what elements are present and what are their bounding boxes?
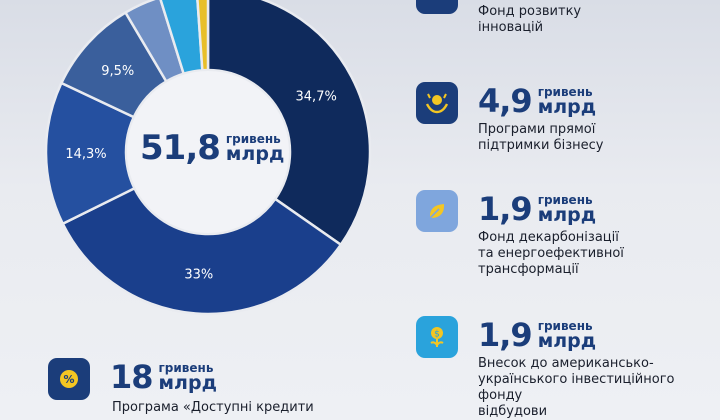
- item-label-affordable-loans: Програма «Доступні кредити: [112, 400, 314, 415]
- slice-label: 34,7%: [296, 90, 337, 105]
- item-amount: 4,9: [478, 82, 533, 120]
- total-unit-big: млрд: [225, 142, 285, 165]
- percent-icon: %: [48, 358, 90, 400]
- total-unit-small: гривень: [225, 131, 281, 146]
- item-label-investment-fund: Внесок до американсько- українського інв…: [478, 356, 675, 419]
- item-unit-big: млрд: [537, 95, 597, 118]
- item-unit-small: гривень: [158, 360, 214, 375]
- leaf-icon: [416, 190, 458, 232]
- slice-label: 9,5%: [101, 64, 134, 79]
- donut-hole: [127, 71, 289, 233]
- donut-slice: [196, 0, 210, 72]
- donut-slice: [206, 0, 372, 247]
- item-unit-big: млрд: [158, 371, 217, 394]
- item-unit-small: гривень: [537, 318, 593, 333]
- item-unit-small: гривень: [537, 84, 593, 99]
- svg-text:$: $: [434, 330, 440, 340]
- hands-coin-icon: [416, 82, 458, 124]
- item-amount: 1,9: [478, 316, 533, 354]
- slice-label: 33%: [184, 268, 213, 283]
- donut-slice: [61, 186, 343, 316]
- total-amount: 51,8 гривень млрд: [140, 128, 284, 168]
- item-amount: 18: [110, 358, 154, 396]
- total-value: 51,8: [140, 128, 221, 168]
- svg-text:%: %: [63, 373, 74, 386]
- slice-label: 14,3%: [65, 147, 106, 162]
- item-amount: 1,9: [478, 190, 533, 228]
- innovation-fund-icon: [416, 0, 458, 14]
- item-label-decarbonization: Фонд декарбонізації та енергоефективної …: [478, 230, 624, 277]
- item-unit-big: млрд: [537, 329, 597, 352]
- item-label-direct-support: Програми прямої підтримки бізнесу: [478, 122, 604, 153]
- item-unit-big: млрд: [537, 203, 597, 226]
- flower-coin-icon: $: [416, 316, 458, 358]
- item-label-innovation: Фонд розвитку інновацій: [478, 4, 582, 35]
- item-unit-small: гривень: [537, 192, 593, 207]
